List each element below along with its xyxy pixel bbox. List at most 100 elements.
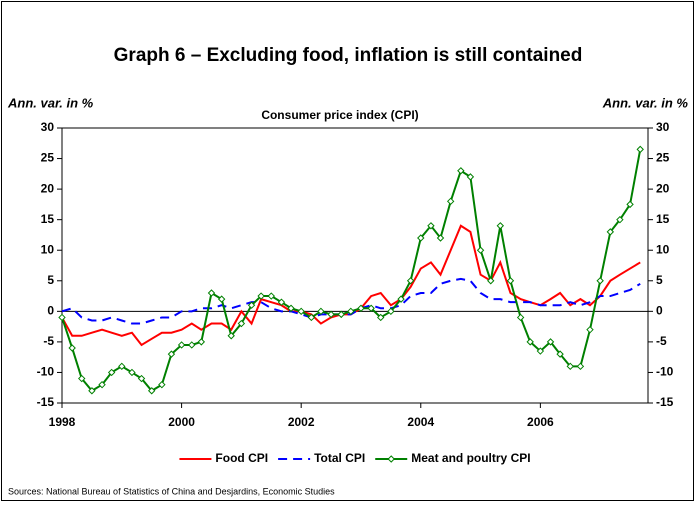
series-marker (78, 374, 86, 383)
y2-tick-label: 30 (656, 120, 670, 134)
series-marker (247, 301, 256, 309)
series-marker (167, 350, 176, 358)
series-marker (217, 295, 226, 303)
series-marker (287, 304, 295, 312)
series-marker (98, 380, 106, 389)
series-marker (307, 313, 316, 322)
series-marker (526, 338, 534, 346)
y-tick-label: 20 (41, 181, 55, 195)
series-marker (267, 292, 275, 300)
series-marker (327, 310, 335, 319)
x-tick-label: 2004 (407, 415, 434, 429)
series-marker (466, 173, 475, 181)
y-tick-label: 30 (41, 120, 55, 134)
series-marker (417, 234, 425, 242)
chart-subtitle: Consumer price index (CPI) (261, 108, 418, 122)
chart-title: Graph 6 – Excluding food, inflation is s… (114, 45, 583, 66)
series-marker (397, 295, 405, 303)
series-marker (277, 298, 286, 306)
series-marker (516, 313, 525, 322)
y2-tick-label: 20 (656, 181, 670, 195)
y-tick-label: 10 (41, 242, 55, 256)
legend-item: Food CPI (179, 451, 268, 465)
series-marker (636, 145, 644, 154)
legend-label: Meat and poultry CPI (411, 451, 530, 465)
y-axis-label: Ann. var. in % (7, 95, 94, 110)
x-tick-label: 1998 (49, 415, 76, 429)
series-marker (606, 228, 615, 236)
series-marker (556, 350, 564, 358)
y2-axis-label: Ann. var. in % (602, 95, 689, 110)
y2-tick-label: 5 (656, 273, 663, 287)
y-tick-label: -10 (37, 365, 55, 379)
series-marker (347, 307, 355, 316)
legend: Food CPI Total CPI Meat and poultry CPI (179, 451, 531, 465)
series-marker (188, 341, 196, 349)
y2-tick-label: 25 (656, 151, 670, 165)
y2-tick-label: 15 (656, 212, 670, 226)
legend-item: Total CPI (278, 451, 365, 465)
y2-tick-label: -15 (656, 395, 674, 409)
y-tick-label: 0 (47, 304, 54, 318)
source-note: Sources: National Bureau of Statistics o… (8, 486, 335, 496)
series-marker (317, 307, 325, 316)
y-tick-label: 25 (41, 151, 55, 165)
series-marker (536, 347, 545, 355)
series-marker (58, 313, 66, 322)
series-marker (566, 362, 574, 371)
series-marker (427, 222, 435, 230)
series-marker (118, 362, 126, 371)
series-marker (446, 197, 455, 206)
plot-area (61, 127, 649, 404)
x-tick-label: 2000 (168, 415, 195, 429)
legend-label: Food CPI (215, 451, 268, 465)
y2-tick-label: -5 (656, 334, 667, 348)
legend-item: Meat and poultry CPI (375, 451, 531, 465)
series-marker (596, 277, 604, 285)
series-marker (197, 338, 206, 346)
series-marker (158, 380, 166, 389)
series-marker (586, 325, 594, 334)
legend-marker (387, 455, 395, 463)
series-marker (337, 310, 345, 319)
y2-tick-label: 0 (656, 304, 663, 318)
series-marker (487, 277, 495, 285)
series-marker (476, 246, 485, 254)
series-marker (436, 234, 445, 242)
series-marker (177, 341, 186, 349)
series-marker (147, 387, 156, 395)
series-marker (387, 307, 395, 316)
series-marker (207, 289, 216, 297)
series-marker (457, 167, 465, 175)
series-marker (107, 368, 116, 377)
series-marker (496, 222, 505, 230)
x-tick-label: 2002 (288, 415, 315, 429)
x-tick-label: 2006 (527, 415, 554, 429)
series-marker (237, 319, 246, 328)
series-marker (128, 368, 136, 377)
series-marker (88, 387, 96, 395)
y-tick-label: 15 (41, 212, 55, 226)
y-tick-label: 5 (47, 273, 54, 287)
series-marker (546, 338, 555, 346)
series-marker (297, 307, 305, 316)
series-marker (616, 215, 624, 224)
y2-tick-label: 10 (656, 242, 670, 256)
series-marker (257, 292, 265, 300)
series-marker (377, 313, 385, 322)
series-marker (227, 332, 235, 340)
legend-label: Total CPI (314, 451, 365, 465)
series-marker (357, 304, 365, 312)
y-tick-label: -5 (43, 334, 54, 348)
series-marker (137, 374, 146, 383)
y2-tick-label: -10 (656, 365, 674, 379)
series-marker (68, 344, 76, 352)
series-marker (367, 304, 375, 312)
series-marker (406, 277, 415, 285)
series-marker (626, 200, 634, 209)
y-tick-label: -15 (37, 395, 55, 409)
series-marker (506, 277, 515, 285)
series-marker (576, 362, 585, 371)
